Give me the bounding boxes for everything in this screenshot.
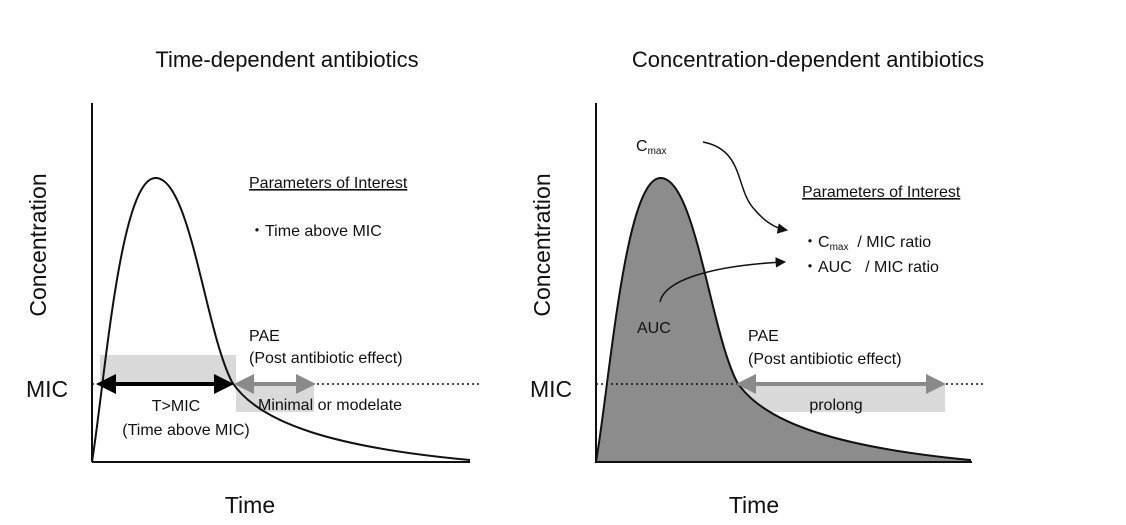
left-mic-label: MIC xyxy=(26,376,68,402)
right-parameter-1: ・Cmax / MIC ratio xyxy=(802,234,931,253)
left-pae-full: (Post antibiotic effect) xyxy=(249,350,403,367)
param1-suffix: / MIC ratio xyxy=(848,234,931,251)
left-parameters-heading: Parameters of Interest xyxy=(249,175,408,192)
right-panel: Concentration-dependent antibiotics Conc… xyxy=(529,47,985,518)
left-title: Time-dependent antibiotics xyxy=(155,47,418,72)
right-x-label: Time xyxy=(729,492,779,518)
right-mic-label: MIC xyxy=(530,376,572,402)
cmax-label: Cmax xyxy=(636,138,666,157)
right-pae-full: (Post antibiotic effect) xyxy=(748,351,902,368)
left-panel: Time-dependent antibiotics Concentration… xyxy=(25,47,482,518)
right-title: Concentration-dependent antibiotics xyxy=(632,47,984,72)
cmax-c: C xyxy=(636,138,648,155)
auc-label: AUC xyxy=(637,320,671,337)
tmic-full-label: (Time above MIC) xyxy=(122,422,249,439)
cmax-arrow xyxy=(702,141,789,234)
tmic-highlight-box xyxy=(100,355,236,383)
right-parameter-2: ・AUC / MIC ratio xyxy=(802,259,939,276)
left-concentration-curve xyxy=(91,176,471,463)
right-parameters-heading: Parameters of Interest xyxy=(802,184,961,201)
left-parameter: ・Time above MIC xyxy=(249,223,382,240)
right-y-label: Concentration xyxy=(529,173,555,316)
param1-prefix: ・C xyxy=(802,234,830,251)
cmax-sub: max xyxy=(648,146,667,157)
tmic-label: T>MIC xyxy=(152,398,200,415)
right-pae-label: PAE xyxy=(748,328,779,345)
left-pae-duration: Minimal or modelate xyxy=(258,397,402,414)
left-x-label: Time xyxy=(225,492,275,518)
auc-area xyxy=(594,176,971,463)
auc-arrow xyxy=(659,257,787,303)
prolong-label: prolong xyxy=(809,397,862,414)
param1-sub: max xyxy=(830,242,849,253)
left-y-label: Concentration xyxy=(25,173,51,316)
left-pae-label: PAE xyxy=(249,328,280,345)
